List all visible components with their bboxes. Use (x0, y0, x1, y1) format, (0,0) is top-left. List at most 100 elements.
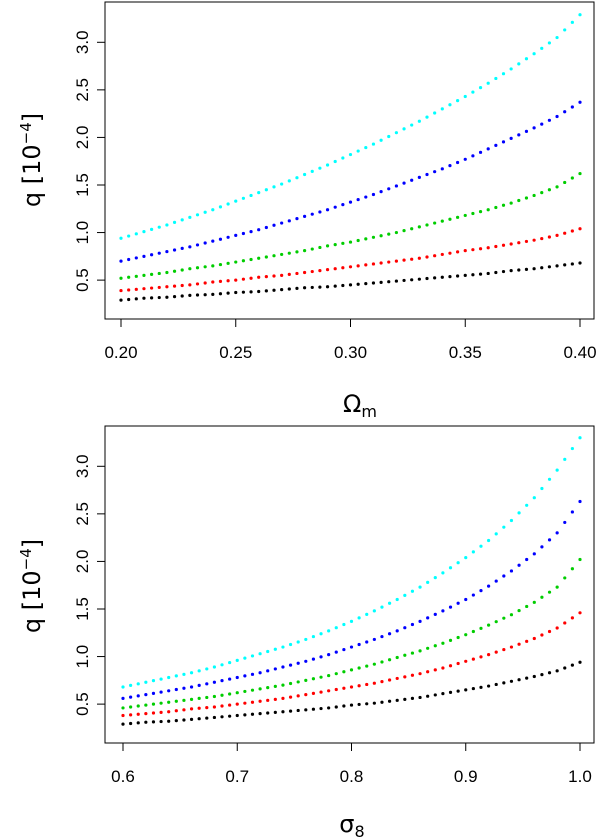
data-point (272, 274, 276, 278)
data-point (211, 280, 215, 284)
data-point (425, 276, 429, 281)
data-point (150, 286, 154, 290)
data-point (257, 228, 261, 232)
data-point (555, 585, 559, 589)
data-point (121, 713, 125, 718)
data-point (167, 719, 171, 723)
data-point (509, 518, 514, 523)
data-point (310, 269, 314, 274)
data-point (463, 273, 467, 277)
data-point (264, 225, 268, 230)
data-point (547, 590, 552, 594)
data-point (555, 468, 559, 472)
data-point (410, 673, 415, 677)
plot-frame (104, 425, 595, 744)
data-point (273, 647, 277, 651)
data-point (517, 642, 521, 646)
data-point (144, 703, 148, 707)
data-point (281, 683, 285, 687)
data-point (525, 676, 529, 680)
data-point (471, 90, 475, 94)
data-point (144, 693, 148, 697)
data-point (188, 215, 192, 219)
data-point (134, 232, 138, 236)
data-point (570, 663, 574, 667)
data-point (243, 689, 247, 694)
data-point (547, 538, 552, 542)
data-point (272, 223, 276, 227)
data-point (151, 720, 156, 724)
data-point (433, 575, 437, 580)
data-point (249, 257, 253, 262)
data-point (319, 690, 323, 694)
data-point (333, 205, 337, 209)
data-point (502, 616, 506, 620)
data-point (441, 609, 445, 613)
x-tick-label: 0.6 (111, 767, 135, 786)
data-point (296, 640, 300, 644)
data-point (371, 192, 376, 197)
series-0 (121, 660, 582, 726)
data-point (433, 111, 437, 115)
data-point (403, 626, 407, 630)
data-point (394, 259, 398, 263)
data-point (570, 229, 574, 233)
data-point (119, 259, 123, 263)
data-point (410, 257, 414, 261)
data-point (509, 645, 514, 649)
data-point (418, 672, 422, 676)
data-point (563, 231, 567, 235)
data-point (142, 287, 146, 291)
data-point (310, 212, 314, 216)
data-point (509, 242, 513, 246)
data-point (456, 250, 460, 254)
data-point (441, 666, 445, 670)
data-point (295, 250, 299, 254)
data-point (151, 711, 156, 715)
data-point (296, 708, 300, 713)
data-point (119, 276, 123, 280)
data-point (426, 646, 430, 650)
data-point (310, 285, 314, 290)
x-axis: 0.20 0.25 0.30 0.35 0.40 (104, 318, 596, 362)
data-point (303, 214, 307, 218)
data-point (151, 691, 156, 695)
data-point (555, 35, 559, 40)
data-point (249, 290, 253, 294)
data-point (578, 611, 582, 615)
data-point (433, 668, 437, 672)
data-point (288, 681, 293, 686)
data-point (288, 663, 293, 667)
data-point (195, 243, 200, 247)
data-point (182, 672, 186, 676)
data-point (303, 172, 307, 177)
data-point (365, 702, 369, 706)
y-tick-label: 3.0 (73, 30, 92, 54)
data-point (440, 275, 444, 279)
data-point (463, 94, 467, 99)
data-point (440, 167, 444, 171)
data-point (540, 486, 544, 491)
data-point (220, 663, 224, 667)
data-point (195, 213, 200, 217)
data-point (304, 659, 308, 663)
data-point (456, 274, 460, 278)
data-point (357, 616, 361, 620)
data-point (121, 696, 125, 701)
data-point (165, 285, 169, 289)
data-point (410, 278, 414, 282)
data-point (395, 676, 399, 681)
data-point (234, 199, 238, 203)
data-point (356, 238, 360, 243)
data-point (264, 255, 268, 259)
data-point (478, 86, 483, 90)
data-point (540, 595, 544, 599)
data-point (418, 649, 422, 653)
data-point (425, 223, 429, 227)
data-point (150, 253, 154, 257)
data-point (348, 200, 353, 204)
data-point (517, 241, 521, 245)
data-point (296, 661, 300, 665)
data-point (325, 163, 330, 167)
